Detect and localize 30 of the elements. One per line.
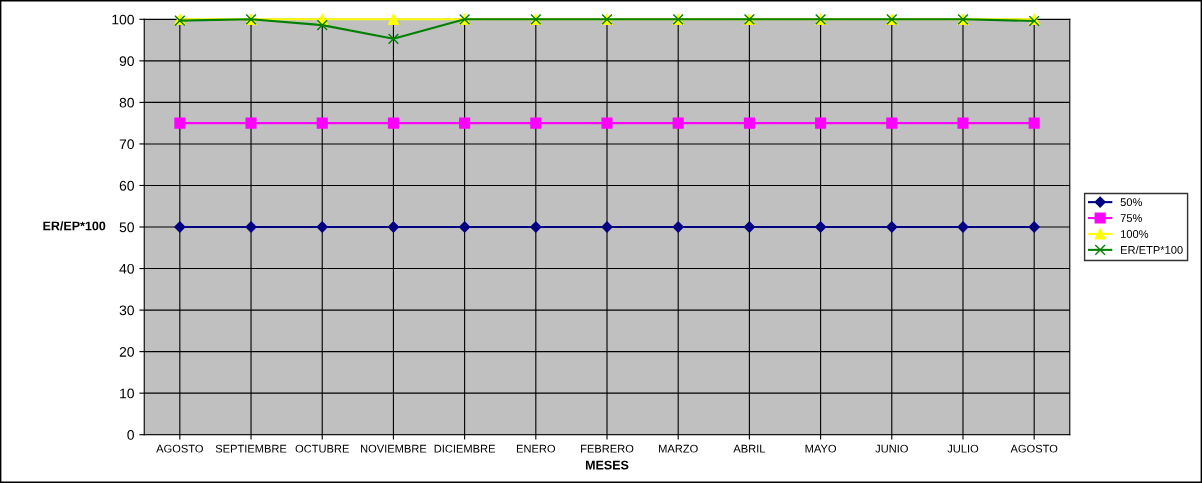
y-tick-label: 40 (119, 263, 134, 274)
x-tick-label: OCTUBRE (295, 444, 349, 453)
legend-label: 100% (1120, 230, 1149, 238)
y-tick-label: 70 (119, 139, 134, 150)
legend-label: ER/ETP*100 (1121, 245, 1183, 254)
x-axis-title: MESES (585, 460, 629, 470)
x-tick-label: JUNIO (875, 444, 908, 453)
x-tick-label: AGOSTO (156, 444, 203, 453)
x-tick-label: NOVIEMBRE (361, 444, 427, 453)
y-tick-label: 10 (120, 388, 134, 399)
x-tick-label: DICIEMBRE (434, 444, 496, 453)
y-tick-label: 100 (112, 14, 134, 25)
x-tick-label: MARZO (659, 444, 698, 453)
y-tick-label: 90 (119, 56, 134, 67)
y-tick-label: 50 (119, 222, 134, 233)
y-tick-label: 0 (127, 430, 134, 440)
y-axis-title: ER/EP*100 (43, 221, 106, 231)
x-tick-label: JULIO (947, 444, 979, 453)
x-tick-label: MAYO (805, 444, 837, 453)
legend-label: 50% (1120, 198, 1142, 207)
x-tick-label: ENERO (516, 444, 556, 453)
legend-label: 75% (1120, 214, 1142, 223)
y-tick-label: 80 (119, 97, 134, 108)
y-tick-label: 60 (119, 180, 134, 191)
y-tick-label: 20 (119, 346, 134, 357)
x-tick-label: AGOSTO (1010, 444, 1058, 453)
y-tick-label: 30 (119, 305, 134, 316)
x-tick-label: ABRIL (733, 444, 766, 453)
x-tick-label: SEPTIEMBRE (215, 444, 287, 453)
x-tick-label: FEBRERO (581, 444, 634, 453)
